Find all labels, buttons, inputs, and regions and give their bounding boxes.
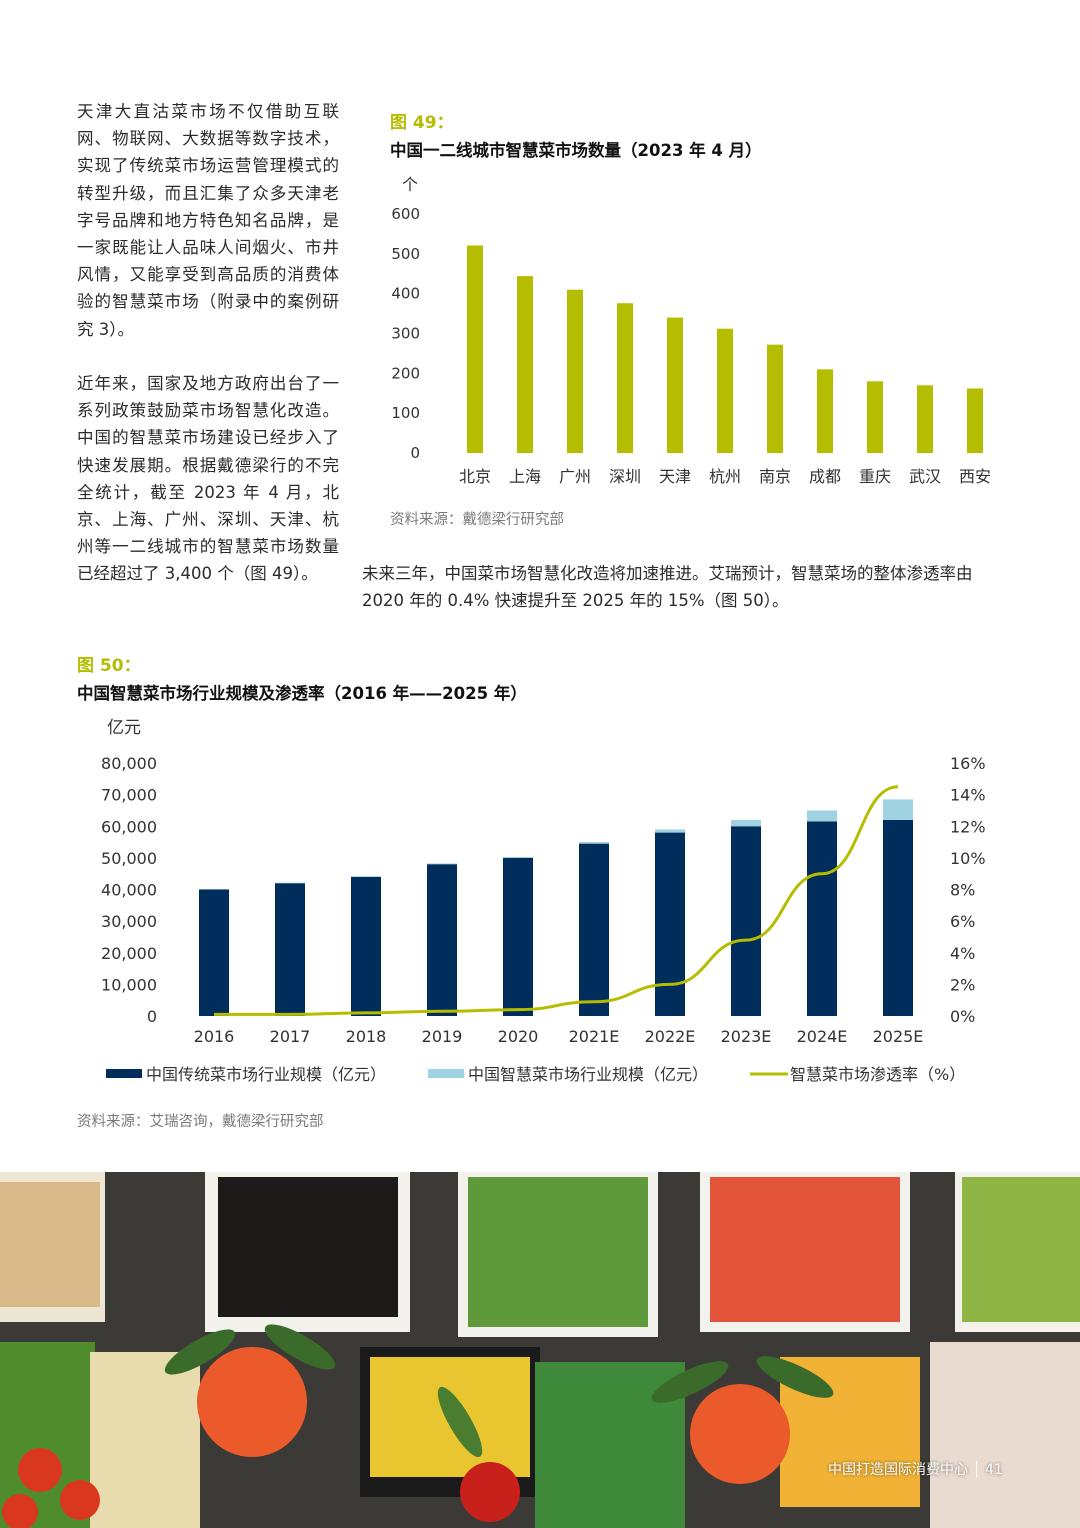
fig50-ytick-left-label: 70,000 xyxy=(101,786,157,805)
fig49-ytick-label: 500 xyxy=(391,245,420,263)
fig50-bar-traditional xyxy=(351,876,381,1016)
fig50-xtick-label: 2020 xyxy=(498,1027,539,1046)
fig50-bar-smart xyxy=(807,810,837,822)
fig50-xtick-label: 2023E xyxy=(721,1027,772,1046)
fig49-bar xyxy=(967,388,983,453)
fig49-ytick-label: 100 xyxy=(391,404,420,422)
fig50-legend-swatch xyxy=(428,1069,464,1078)
fig50-bar-traditional xyxy=(731,826,761,1016)
page-number: 41 xyxy=(985,1462,1003,1478)
fig49-xtick-label: 深圳 xyxy=(609,467,641,486)
fig50-bar-traditional xyxy=(579,843,609,1016)
fig50-xtick-label: 2024E xyxy=(797,1027,848,1046)
fig49-bar xyxy=(617,303,633,453)
fig49-xtick-label: 成都 xyxy=(809,467,841,486)
fig49-xtick-label: 上海 xyxy=(509,467,541,486)
fig49-bar xyxy=(717,328,733,453)
fig50-ytick-left-label: 80,000 xyxy=(101,754,157,773)
fig50-unit-label: 亿元 xyxy=(107,718,141,738)
paragraph-1: 天津大直沽菜市场不仅借助互联网、物联网、大数据等数字技术，实现了传统菜市场运营管… xyxy=(77,102,339,339)
fig49-xtick-label: 广州 xyxy=(559,467,591,486)
fig49-xtick-label: 杭州 xyxy=(709,467,741,486)
fig50-ytick-right-label: 2% xyxy=(950,975,975,994)
fig50-legend-label: 中国传统菜市场行业规模（亿元） xyxy=(146,1065,386,1084)
fig49-xtick-label: 南京 xyxy=(759,467,791,486)
fig49-ytick-label: 400 xyxy=(391,285,420,303)
fig50-legend-swatch xyxy=(106,1069,142,1078)
fig49-bar xyxy=(567,289,583,453)
fig50-ytick-left-label: 50,000 xyxy=(101,849,157,868)
fig50-bar-traditional xyxy=(275,883,305,1016)
fig50-xtick-label: 2017 xyxy=(270,1027,311,1046)
fig50-ytick-left-label: 10,000 xyxy=(101,975,157,994)
page-footer: 中国打造国际消费中心 41 xyxy=(828,1459,1003,1479)
fig49-source: 资料来源：戴德梁行研究部 xyxy=(390,512,564,528)
fig49-bar xyxy=(517,276,533,453)
footer-title: 中国打造国际消费中心 xyxy=(828,1462,968,1478)
fig50-ytick-left-label: 0 xyxy=(147,1007,157,1026)
fig50-chart: 亿元 0 10,000 20,000 30,000 40,000 50,000 60,000 7… xyxy=(101,718,986,1084)
fig50-legend-label: 智慧菜市场渗透率（%） xyxy=(790,1065,965,1084)
fig49-unit-label: 个 xyxy=(402,175,418,194)
fig50-ytick-right-label: 14% xyxy=(950,786,986,805)
fig50-title: 中国智慧菜市场行业规模及渗透率（2016 年——2025 年） xyxy=(77,684,527,703)
paragraph-2: 近年来，国家及地方政府出台了一系列政策鼓励菜市场智慧化改造。中国的智慧菜市场建设… xyxy=(77,374,339,584)
fig50-bar-traditional xyxy=(883,819,913,1016)
fig49-label: 图 49： xyxy=(390,113,454,133)
paragraph-3: 未来三年，中国菜市场智慧化改造将加速推进。艾瑞预计，智慧菜场的整体渗透率由 20… xyxy=(362,564,973,611)
fig49-ytick-label: 0 xyxy=(410,444,420,462)
fig50-bar-traditional xyxy=(655,832,685,1016)
fig49-chart: 个 0 100 200 300 400 500 600 北京 上海 广州 深圳 天津 杭州 南京 成都 重庆 武汉… xyxy=(391,175,991,486)
fig49-title: 中国一二线城市智慧菜市场数量（2023 年 4 月） xyxy=(390,141,762,160)
fig49-bar xyxy=(667,317,683,453)
fig50-source: 资料来源：艾瑞咨询，戴德梁行研究部 xyxy=(77,1114,324,1130)
fig50-ytick-right-label: 12% xyxy=(950,817,986,836)
fig50-xtick-label: 2021E xyxy=(569,1027,620,1046)
fig50-bar-smart xyxy=(655,829,685,833)
fig50-xtick-label: 2022E xyxy=(645,1027,696,1046)
fig50-ytick-right-label: 8% xyxy=(950,881,975,900)
fig50-penetration-line xyxy=(214,785,899,1016)
fig50-ytick-left-label: 30,000 xyxy=(101,912,157,931)
fig50-bar-smart xyxy=(351,876,381,877)
fig50-ytick-right-label: 16% xyxy=(950,754,986,773)
fig50-ytick-left-label: 40,000 xyxy=(101,881,157,900)
fig50-xtick-label: 2025E xyxy=(873,1027,924,1046)
fig50-ytick-right-label: 0% xyxy=(950,1007,975,1026)
fig50-xtick-label: 2016 xyxy=(194,1027,235,1046)
fig49-xtick-label: 天津 xyxy=(659,467,691,486)
footer-separator xyxy=(976,1461,977,1477)
fig49-xtick-label: 重庆 xyxy=(859,467,891,486)
fig50-bar-traditional xyxy=(427,864,457,1016)
fig50-bar-smart xyxy=(731,819,761,827)
fig49-ytick-label: 600 xyxy=(391,205,420,223)
fig50-bar-traditional xyxy=(503,857,533,1016)
fig50-bar-traditional xyxy=(199,889,229,1016)
fig50-bar-smart xyxy=(427,863,457,865)
fig49-bar xyxy=(917,385,933,453)
fig50-ytick-right-label: 6% xyxy=(950,912,975,931)
fig49-bar xyxy=(817,369,833,453)
fig49-ytick-label: 300 xyxy=(391,325,420,343)
fig49-ytick-label: 200 xyxy=(391,364,420,382)
fig50-ytick-right-label: 10% xyxy=(950,849,986,868)
fig49-xtick-label: 武汉 xyxy=(909,467,941,486)
fig50-bar-smart xyxy=(883,799,913,820)
fig50-label: 图 50： xyxy=(77,656,141,676)
fig50-xtick-label: 2019 xyxy=(422,1027,463,1046)
fig50-bar-traditional xyxy=(807,821,837,1016)
fig50-legend-label: 中国智慧菜市场行业规模（亿元） xyxy=(468,1065,708,1084)
salad-bar-photo xyxy=(0,1172,1080,1528)
fig49-xtick-label: 北京 xyxy=(459,467,491,486)
fig49-bar xyxy=(467,245,483,453)
fig49-bar xyxy=(867,381,883,453)
fig49-bar xyxy=(767,344,783,453)
fig50-ytick-left-label: 20,000 xyxy=(101,944,157,963)
fig50-bar-smart xyxy=(579,842,609,844)
fig50-bar-smart xyxy=(503,856,533,858)
fig49-xtick-label: 西安 xyxy=(959,467,991,486)
fig50-ytick-left-label: 60,000 xyxy=(101,817,157,836)
fig50-xtick-label: 2018 xyxy=(346,1027,387,1046)
fig50-ytick-right-label: 4% xyxy=(950,944,975,963)
